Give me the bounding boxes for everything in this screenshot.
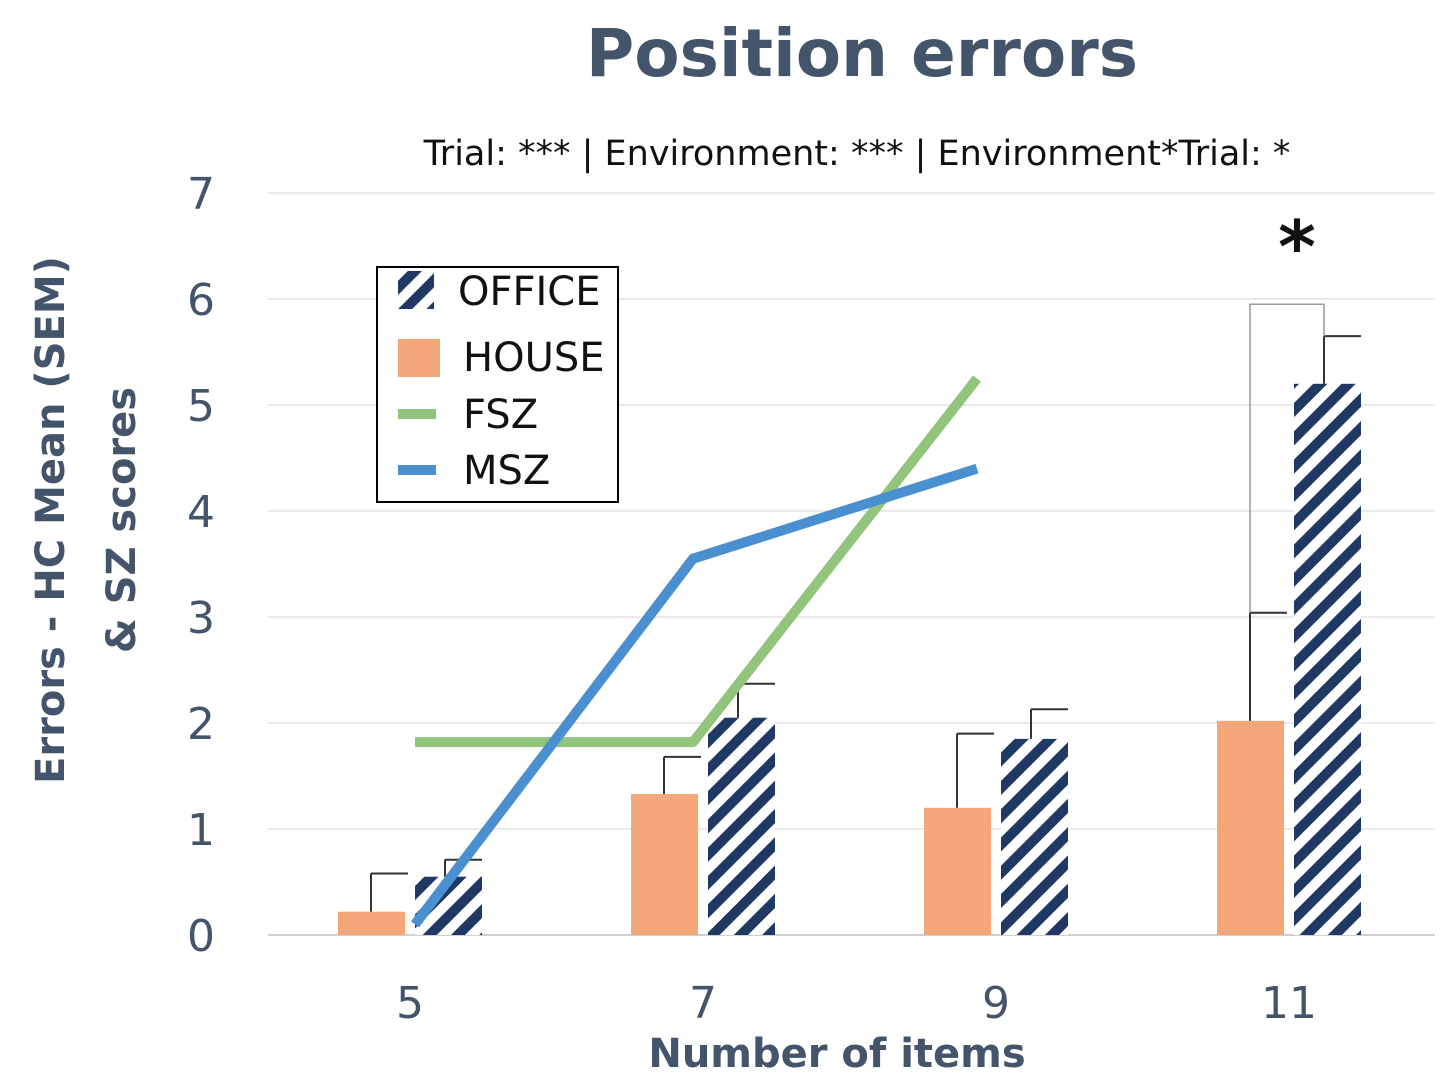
legend-swatch-fsz (398, 409, 436, 419)
x-tick-labels: 5 7 9 11 (396, 978, 1317, 1029)
significance-star: * (1278, 205, 1316, 289)
bar-office-11 (1294, 383, 1361, 935)
series-lines (411, 375, 981, 928)
y-tick-4: 4 (187, 487, 215, 538)
legend-label-fsz: FSZ (463, 392, 538, 438)
line-msz (411, 463, 979, 928)
y-tick-labels: 0 1 2 3 4 5 6 7 (187, 169, 215, 962)
bar-house-5 (338, 911, 405, 935)
legend-swatch-msz (398, 465, 436, 475)
y-axis-title-line1: Errors - HC Mean (SEM) (28, 256, 74, 784)
legend-label-msz: MSZ (463, 448, 550, 494)
significance-bracket (1249, 303, 1325, 613)
bar-office-7 (708, 717, 775, 935)
bar-house-7 (631, 794, 698, 935)
bar-office-9 (1001, 738, 1068, 935)
significance-annotation: * (1249, 205, 1325, 613)
y-tick-7: 7 (187, 169, 215, 220)
y-tick-6: 6 (187, 275, 215, 326)
x-tick-11: 11 (1261, 978, 1317, 1029)
bar-house-11 (1217, 720, 1284, 935)
y-tick-1: 1 (187, 805, 215, 856)
bars (338, 335, 1361, 935)
chart-subtitle: Trial: *** | Environment: *** | Environm… (423, 134, 1291, 174)
y-tick-3: 3 (187, 593, 215, 644)
legend-label-office: OFFICE (458, 269, 601, 315)
bar-house-9 (924, 807, 991, 935)
legend-swatch-office (398, 271, 434, 309)
x-tick-7: 7 (689, 978, 717, 1029)
x-tick-5: 5 (396, 978, 424, 1029)
legend-label-house: HOUSE (463, 335, 605, 381)
x-tick-9: 9 (982, 978, 1010, 1029)
y-tick-2: 2 (187, 699, 215, 750)
x-axis-title: Number of items (648, 1031, 1025, 1077)
legend-swatch-house (398, 339, 440, 377)
y-tick-0: 0 (187, 911, 215, 962)
legend: OFFICE HOUSE FSZ MSZ (376, 266, 619, 503)
y-axis-title-line2: & SZ scores (99, 387, 145, 653)
chart-title: Position errors (586, 15, 1138, 92)
y-tick-5: 5 (187, 381, 215, 432)
